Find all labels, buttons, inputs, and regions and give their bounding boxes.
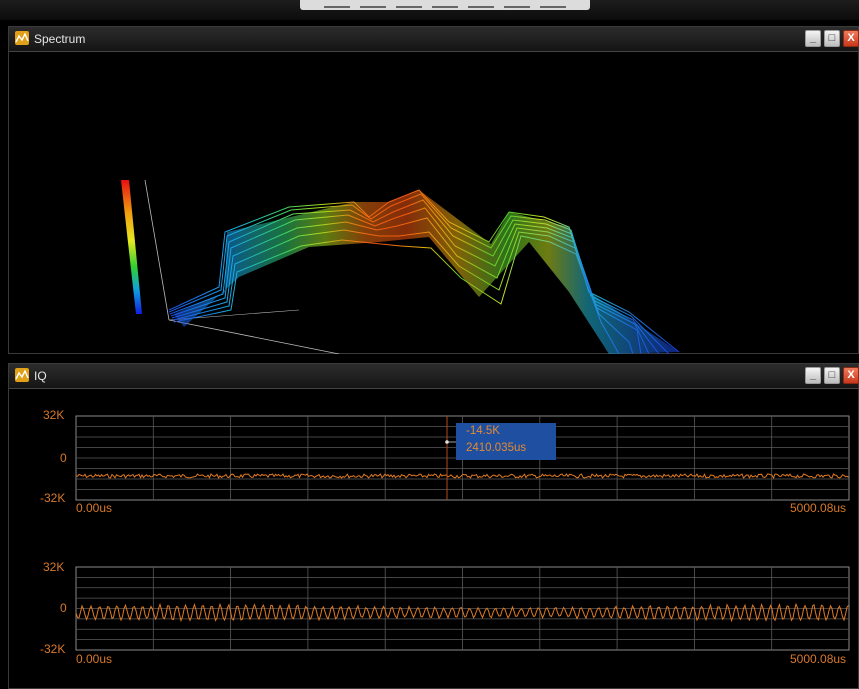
spectrum-app-icon <box>15 31 29 45</box>
cursor-readout-value: -14.5K <box>466 425 500 437</box>
iq-plot1-y-top-label: 32K <box>43 408 65 422</box>
minimize-icon: _ <box>809 369 817 381</box>
minimize-icon: _ <box>809 32 817 44</box>
cursor-readout[interactable]: -14.5K 2410.035us <box>456 423 556 460</box>
iq-title: IQ <box>34 369 47 383</box>
maximize-icon: □ <box>828 32 836 44</box>
iq-plot2-y-bottom-label: -32K <box>40 642 66 656</box>
spectrum-minimize-button[interactable]: _ <box>805 30 821 47</box>
iq-plot1-x-end-label: 5000.08us <box>790 501 847 515</box>
spectrum-titlebar[interactable]: Spectrum _ □ X <box>9 27 859 52</box>
spectrum-close-button[interactable]: X <box>843 30 859 47</box>
iq-plot2-x-start-label: 0.00us <box>76 652 113 666</box>
iq-plot1-x-start-label: 0.00us <box>76 501 113 515</box>
iq-plot1-y-bottom-label: -32K <box>40 491 66 505</box>
spectrum-axis-vertical <box>144 179 170 321</box>
spectrum-axis-depth <box>168 319 340 354</box>
iq-maximize-button[interactable]: □ <box>824 367 840 384</box>
iq-plot2-x-end-label: 5000.08us <box>790 652 847 666</box>
toolbar-handle[interactable] <box>300 0 590 10</box>
iq-plot2-y-mid-label: 0 <box>60 601 67 615</box>
spectrum-title: Spectrum <box>34 32 86 46</box>
iq-titlebar[interactable]: IQ _ □ X <box>9 364 859 389</box>
spectrum-3d-plot[interactable] <box>9 52 858 354</box>
iq-plot2-y-top-label: 32K <box>43 560 65 574</box>
iq-minimize-button[interactable]: _ <box>805 367 821 384</box>
iq-window: IQ _ □ X <box>8 363 859 689</box>
spectrum-window: Spectrum _ □ X <box>8 26 859 354</box>
maximize-icon: □ <box>828 369 836 381</box>
spectrum-waterfall-fill <box>174 190 679 354</box>
spectrum-color-scale <box>121 180 142 314</box>
iq-plot1-y-mid-label: 0 <box>60 451 67 465</box>
cursor-readout-time: 2410.035us <box>466 442 527 454</box>
spectrum-maximize-button[interactable]: □ <box>824 30 840 47</box>
top-window-strip <box>0 0 859 20</box>
close-icon: X <box>847 369 855 381</box>
close-icon: X <box>847 32 855 44</box>
iq-close-button[interactable]: X <box>843 367 859 384</box>
iq-app-icon <box>15 368 29 382</box>
